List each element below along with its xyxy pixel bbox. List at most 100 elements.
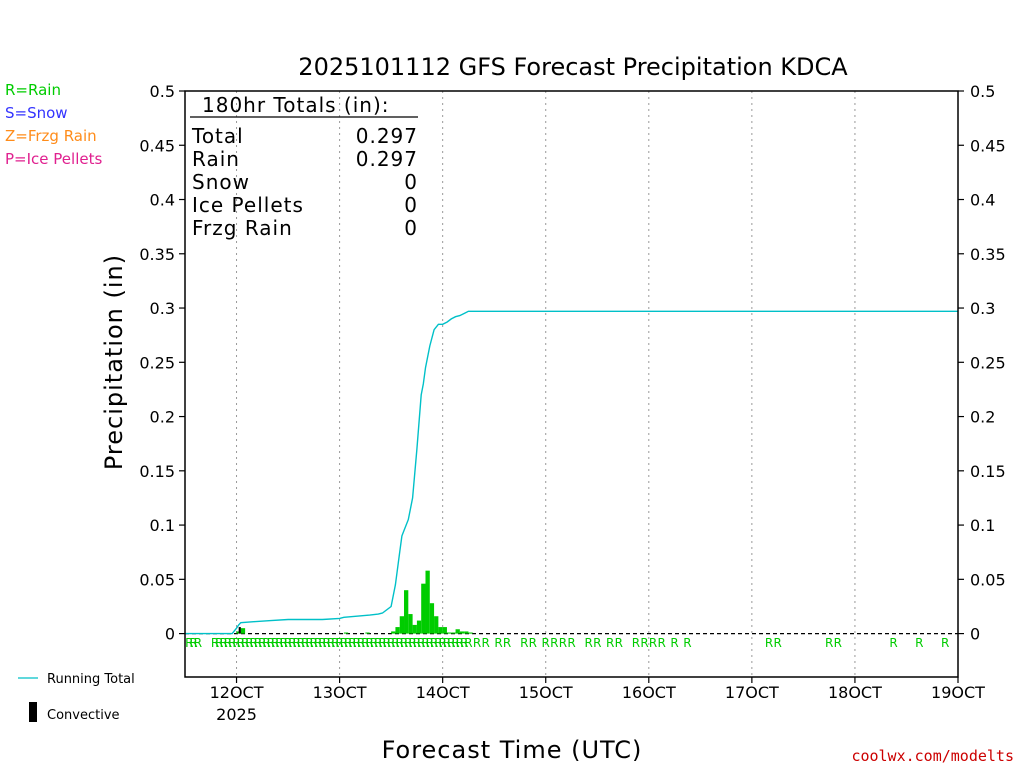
precip-type-marker: R: [254, 636, 262, 650]
rain-bar: [425, 570, 430, 634]
y-tick-label-right: 0.2: [970, 408, 995, 427]
rain-bar: [459, 631, 465, 634]
x-tick-sublabel: 2025: [216, 705, 257, 724]
totals-ice-pellets-label: Ice Pellets: [192, 193, 304, 217]
totals-ice-pellets-value: 0: [404, 193, 418, 217]
y-tick-label-left: 0.15: [139, 462, 175, 481]
precip-type-marker: R: [593, 636, 601, 650]
precip-type-marker: R: [310, 636, 318, 650]
plot-frame: [184, 90, 959, 678]
y-tick-label-right: 0.1: [970, 516, 995, 535]
precip-type-marker: R: [391, 636, 399, 650]
rain-bar: [451, 632, 456, 634]
precip-type-marker: R: [280, 636, 288, 650]
precip-type-markers: RRR RRRRRRRRRRRRRRRRRRRRRRRRRRRRRRRRRRRRR…: [185, 636, 949, 650]
y-tick-label-right: 0.15: [970, 462, 1006, 481]
series-legend: Running Total Convective: [18, 672, 135, 723]
precip-type-marker: R: [889, 636, 897, 650]
precip-type-marker: R: [267, 636, 275, 650]
precip-type-marker: R: [237, 636, 245, 650]
totals-header: 180hr Totals (in):: [202, 93, 390, 117]
precip-type-marker: R: [215, 636, 223, 650]
rain-bar: [240, 628, 246, 634]
precip-type-marker: R: [297, 636, 305, 650]
precip-type-marker: R: [460, 636, 468, 650]
y-tick-label-left: 0.05: [139, 570, 175, 589]
y-tick-label-left: 0.1: [150, 516, 175, 535]
rain-bar: [446, 632, 452, 634]
precip-type-marker: R: [323, 636, 331, 650]
precip-type-marker: R: [327, 636, 335, 650]
precip-type-marker: R: [194, 636, 202, 650]
precip-type-marker: R: [301, 636, 309, 650]
credit-text: coolwx.com/modelts: [851, 747, 1014, 765]
precip-type-marker: R: [447, 636, 455, 650]
precip-type-marker: R: [224, 636, 232, 650]
rain-bar: [408, 614, 413, 634]
precip-type-marker: R: [451, 636, 459, 650]
rain-bar: [442, 627, 447, 634]
precip-type-marker: R: [542, 636, 550, 650]
precip-type-marker: R: [473, 636, 481, 650]
rain-bar: [468, 632, 473, 634]
precip-type-marker: R: [378, 636, 386, 650]
y-tick-label-right: 0: [970, 625, 980, 644]
precip-type-marker: R: [615, 636, 623, 650]
precip-type-marker: R: [314, 636, 322, 650]
y-tick-label-left: 0.4: [150, 191, 175, 210]
precip-type-marker: R: [408, 636, 416, 650]
precip-type-marker: R: [773, 636, 781, 650]
precip-type-marker: R: [834, 636, 842, 650]
precip-type-marker: R: [632, 636, 640, 650]
rain-bar: [438, 627, 443, 634]
totals-snow-value: 0: [404, 170, 418, 194]
precip-type-marker: R: [305, 636, 313, 650]
precip-type-marker: R: [683, 636, 691, 650]
y-tick-label-left: 0.25: [139, 353, 175, 372]
y-tick-label-right: 0.4: [970, 191, 995, 210]
precip-type-marker: R: [430, 636, 438, 650]
rain-bar: [395, 627, 400, 634]
y-tick-label-left: 0.3: [150, 299, 175, 318]
precip-type-marker: R: [241, 636, 249, 650]
precip-type-marker: R: [825, 636, 833, 650]
rain-bar: [455, 629, 460, 634]
precip-type-marker: R: [456, 636, 464, 650]
y-tick-label-right: 0.05: [970, 570, 1006, 589]
legend-convective: Convective: [47, 708, 120, 723]
y-tick-label-left: 0.35: [139, 245, 175, 264]
precip-type-marker: R: [340, 636, 348, 650]
rain-bar: [391, 631, 396, 634]
x-tick-label: 12OCT: [210, 683, 264, 702]
precip-type-marker: R: [404, 636, 412, 650]
x-tick-label: 17OCT: [725, 683, 779, 702]
precip-type-marker: R: [250, 636, 258, 650]
gridlines: [185, 91, 958, 677]
precip-type-marker: R: [232, 636, 240, 650]
y-tick-label-left: 0.45: [139, 136, 175, 155]
precip-type-marker: R: [271, 636, 279, 650]
y-tick-label-right: 0.35: [970, 245, 1006, 264]
precip-type-marker: R: [529, 636, 537, 650]
precip-type-marker: R: [503, 636, 511, 650]
precip-type-marker: R: [245, 636, 253, 650]
precip-type-marker: R: [348, 636, 356, 650]
precip-type-marker: R: [640, 636, 648, 650]
totals-frzg-rain-label: Frzg Rain: [192, 216, 293, 240]
precip-type-marker: R: [374, 636, 382, 650]
precip-type-marker: R: [219, 636, 227, 650]
y-axis-label: Precipitation (in): [100, 254, 128, 470]
y-tick-label-right: 0.45: [970, 136, 1006, 155]
rain-bar: [404, 590, 409, 634]
precip-type-marker: R: [396, 636, 404, 650]
precip-type-marker: R: [550, 636, 558, 650]
x-tick-label: 16OCT: [622, 683, 676, 702]
y-tick-label-right: 0.5: [970, 82, 995, 101]
precip-type-marker: R: [567, 636, 575, 650]
legend-snow: S=Snow: [5, 104, 68, 122]
y-tick-label-right: 0.3: [970, 299, 995, 318]
convective-bar: [238, 627, 241, 634]
precip-type-marker: R: [370, 636, 378, 650]
precip-type-marker: R: [520, 636, 528, 650]
precip-type-marker: R: [765, 636, 773, 650]
